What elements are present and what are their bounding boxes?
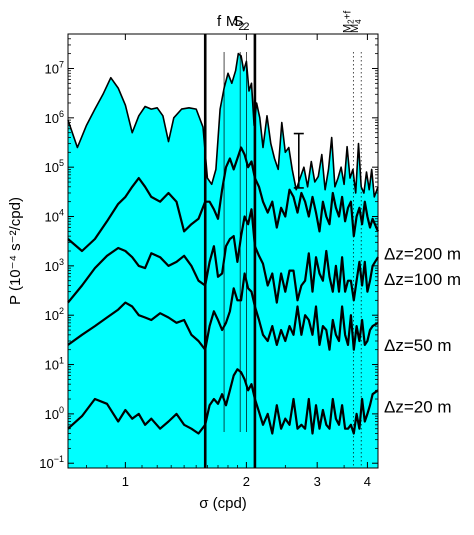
- series-label-4: Δz=20 m: [384, 397, 452, 416]
- series-line-4: [67, 368, 379, 435]
- x-axis-label: σ (cpd): [199, 495, 247, 512]
- series-labels-layer: Δz=200 m Δz=100 m Δz=50 m Δz=20 m: [384, 244, 461, 416]
- series-line-2: [67, 208, 379, 304]
- marker-label-m2f: M2+f: [341, 11, 355, 33]
- series-line-1: [67, 146, 380, 253]
- y-axis-label: P (10⁻⁴ s⁻²/cpd): [7, 197, 24, 305]
- series-label-3: Δz=50 m: [384, 336, 452, 355]
- x-tick-label-1: 2: [243, 474, 250, 489]
- x-tick-label-2: 3: [314, 474, 321, 489]
- series-label-2: Δz=100 m: [384, 270, 461, 289]
- plot-lines-layer: [67, 52, 380, 435]
- series-line-3: [67, 272, 379, 351]
- series-label-1: Δz=200 m: [384, 244, 461, 263]
- x-tick-label-0: 1: [122, 474, 129, 489]
- marker-label-f: f: [217, 13, 222, 30]
- series-line-envelope: [67, 52, 379, 198]
- x-tick-label-3: 4: [364, 474, 371, 489]
